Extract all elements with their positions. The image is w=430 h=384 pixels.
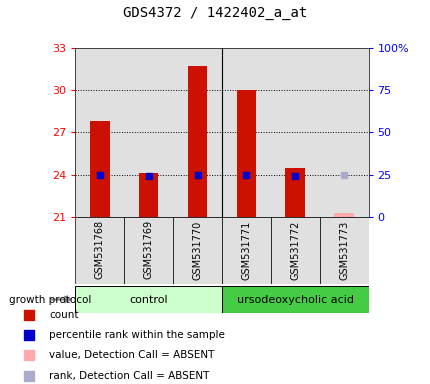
Bar <box>285 168 304 217</box>
Bar <box>75 217 124 284</box>
Bar <box>319 217 368 284</box>
Text: GSM531768: GSM531768 <box>95 220 104 280</box>
Text: GSM531773: GSM531773 <box>338 220 348 280</box>
Text: GSM531771: GSM531771 <box>241 220 251 280</box>
Text: value, Detection Call = ABSENT: value, Detection Call = ABSENT <box>49 350 214 360</box>
Bar <box>75 286 221 313</box>
Bar <box>236 90 255 217</box>
Text: count: count <box>49 310 79 320</box>
Bar <box>187 66 207 217</box>
Text: control: control <box>129 295 168 305</box>
Bar <box>270 217 319 284</box>
Text: rank, Detection Call = ABSENT: rank, Detection Call = ABSENT <box>49 371 209 381</box>
Bar <box>138 173 158 217</box>
Text: ursodeoxycholic acid: ursodeoxycholic acid <box>236 295 353 305</box>
Text: percentile rank within the sample: percentile rank within the sample <box>49 330 224 340</box>
Text: GDS4372 / 1422402_a_at: GDS4372 / 1422402_a_at <box>123 6 307 20</box>
Bar <box>221 217 270 284</box>
Text: GSM531770: GSM531770 <box>192 220 202 280</box>
Bar <box>221 286 368 313</box>
Bar <box>90 121 109 217</box>
Bar <box>334 213 353 217</box>
Text: growth protocol: growth protocol <box>9 295 91 305</box>
Text: GSM531772: GSM531772 <box>289 220 300 280</box>
Bar <box>173 217 221 284</box>
Text: GSM531769: GSM531769 <box>143 220 154 280</box>
Bar <box>124 217 173 284</box>
